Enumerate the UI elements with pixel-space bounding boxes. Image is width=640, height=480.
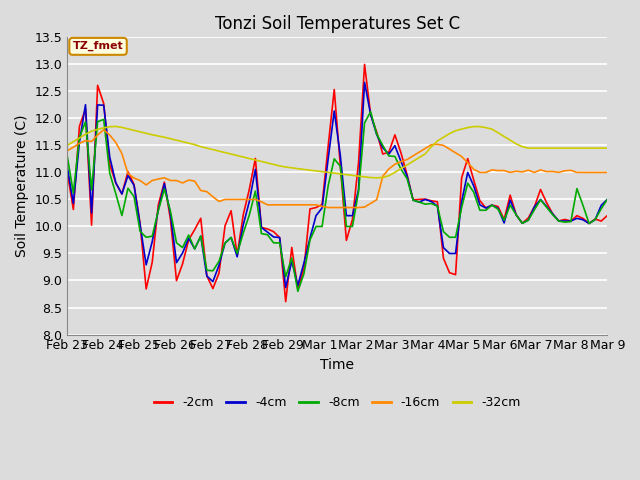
-8cm xyxy=(452,234,460,240)
-16cm xyxy=(100,127,108,132)
-16cm xyxy=(324,204,332,210)
-32cm xyxy=(537,145,545,151)
-16cm xyxy=(142,182,150,188)
-2cm xyxy=(525,215,532,221)
-2cm xyxy=(227,208,235,214)
-8cm xyxy=(591,217,599,223)
-4cm xyxy=(227,235,235,240)
Line: -8cm: -8cm xyxy=(67,112,607,291)
-4cm xyxy=(525,217,532,223)
-2cm xyxy=(452,272,460,277)
-16cm xyxy=(591,169,599,175)
-32cm xyxy=(591,145,599,151)
-8cm xyxy=(294,288,301,294)
-32cm xyxy=(452,128,460,133)
-2cm xyxy=(136,221,144,227)
-2cm xyxy=(63,169,71,175)
-32cm xyxy=(234,153,241,158)
-2cm xyxy=(361,61,369,67)
-32cm xyxy=(604,145,611,151)
-4cm xyxy=(537,196,545,202)
Title: Tonzi Soil Temperatures Set C: Tonzi Soil Temperatures Set C xyxy=(214,15,460,33)
-2cm xyxy=(604,213,611,218)
-8cm xyxy=(227,235,235,240)
-8cm xyxy=(537,197,545,203)
-16cm xyxy=(452,150,460,156)
-32cm xyxy=(142,131,150,136)
-32cm xyxy=(525,145,532,151)
-8cm xyxy=(604,196,611,202)
-4cm xyxy=(452,251,460,256)
Line: -4cm: -4cm xyxy=(67,83,607,288)
Line: -16cm: -16cm xyxy=(67,130,607,207)
Y-axis label: Soil Temperature (C): Soil Temperature (C) xyxy=(15,115,29,257)
-2cm xyxy=(537,187,545,192)
-4cm xyxy=(136,222,144,228)
-4cm xyxy=(604,196,611,202)
-8cm xyxy=(136,228,144,234)
-32cm xyxy=(63,143,71,148)
-16cm xyxy=(63,148,71,154)
Line: -32cm: -32cm xyxy=(67,127,607,178)
-4cm xyxy=(63,164,71,170)
-32cm xyxy=(373,175,381,180)
-16cm xyxy=(604,169,611,175)
Line: -2cm: -2cm xyxy=(67,64,607,301)
-8cm xyxy=(367,109,374,115)
Legend: -2cm, -4cm, -8cm, -16cm, -32cm: -2cm, -4cm, -8cm, -16cm, -32cm xyxy=(148,391,526,414)
-2cm xyxy=(591,216,599,222)
-16cm xyxy=(525,168,532,173)
-4cm xyxy=(361,80,369,85)
-8cm xyxy=(63,153,71,159)
-4cm xyxy=(591,217,599,223)
X-axis label: Time: Time xyxy=(320,358,355,372)
-2cm xyxy=(282,299,289,304)
Text: TZ_fmet: TZ_fmet xyxy=(73,41,124,51)
-16cm xyxy=(234,196,241,202)
-8cm xyxy=(525,217,532,223)
-4cm xyxy=(282,285,289,290)
-32cm xyxy=(112,124,120,130)
-16cm xyxy=(537,167,545,173)
